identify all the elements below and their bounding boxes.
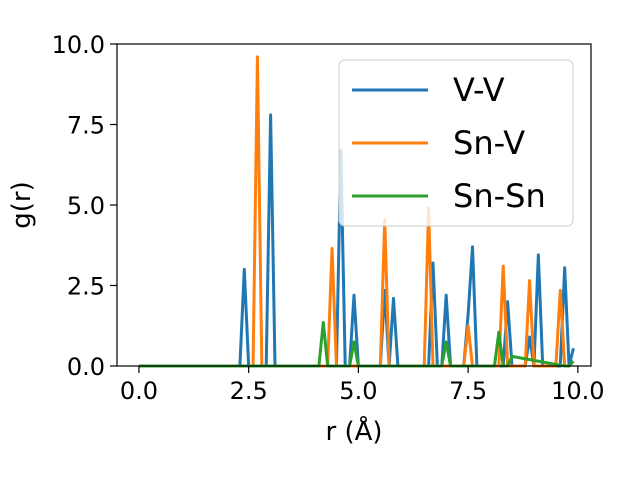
x-tick-label: 10.0 <box>551 377 604 405</box>
legend-label-sn-v: Sn-V <box>453 124 525 162</box>
legend-label-sn-sn: Sn-Sn <box>453 177 546 215</box>
x-tick-label: 7.5 <box>449 377 487 405</box>
x-tick-label: 2.5 <box>230 377 268 405</box>
legend: V-V Sn-V Sn-Sn <box>338 59 574 227</box>
y-tick-label: 7.5 <box>67 112 105 140</box>
legend-label-v-v: V-V <box>453 71 505 109</box>
legend-box <box>338 59 574 227</box>
series-line-sn-sn <box>138 321 575 368</box>
y-tick-label: 0.0 <box>67 353 105 381</box>
y-tick-label: 5.0 <box>67 192 105 220</box>
x-tick-label: 0.0 <box>120 377 158 405</box>
y-tick-label: 10.0 <box>52 31 105 59</box>
x-axis-label: r (Å) <box>325 415 382 447</box>
x-tick-label: 5.0 <box>339 377 377 405</box>
ticks-layer: 0.0 2.5 5.0 7.5 10.0 0.0 2.5 5.0 7.5 10.0 <box>52 31 605 405</box>
y-axis-label: g(r) <box>7 181 37 228</box>
y-tick-label: 2.5 <box>67 273 105 301</box>
